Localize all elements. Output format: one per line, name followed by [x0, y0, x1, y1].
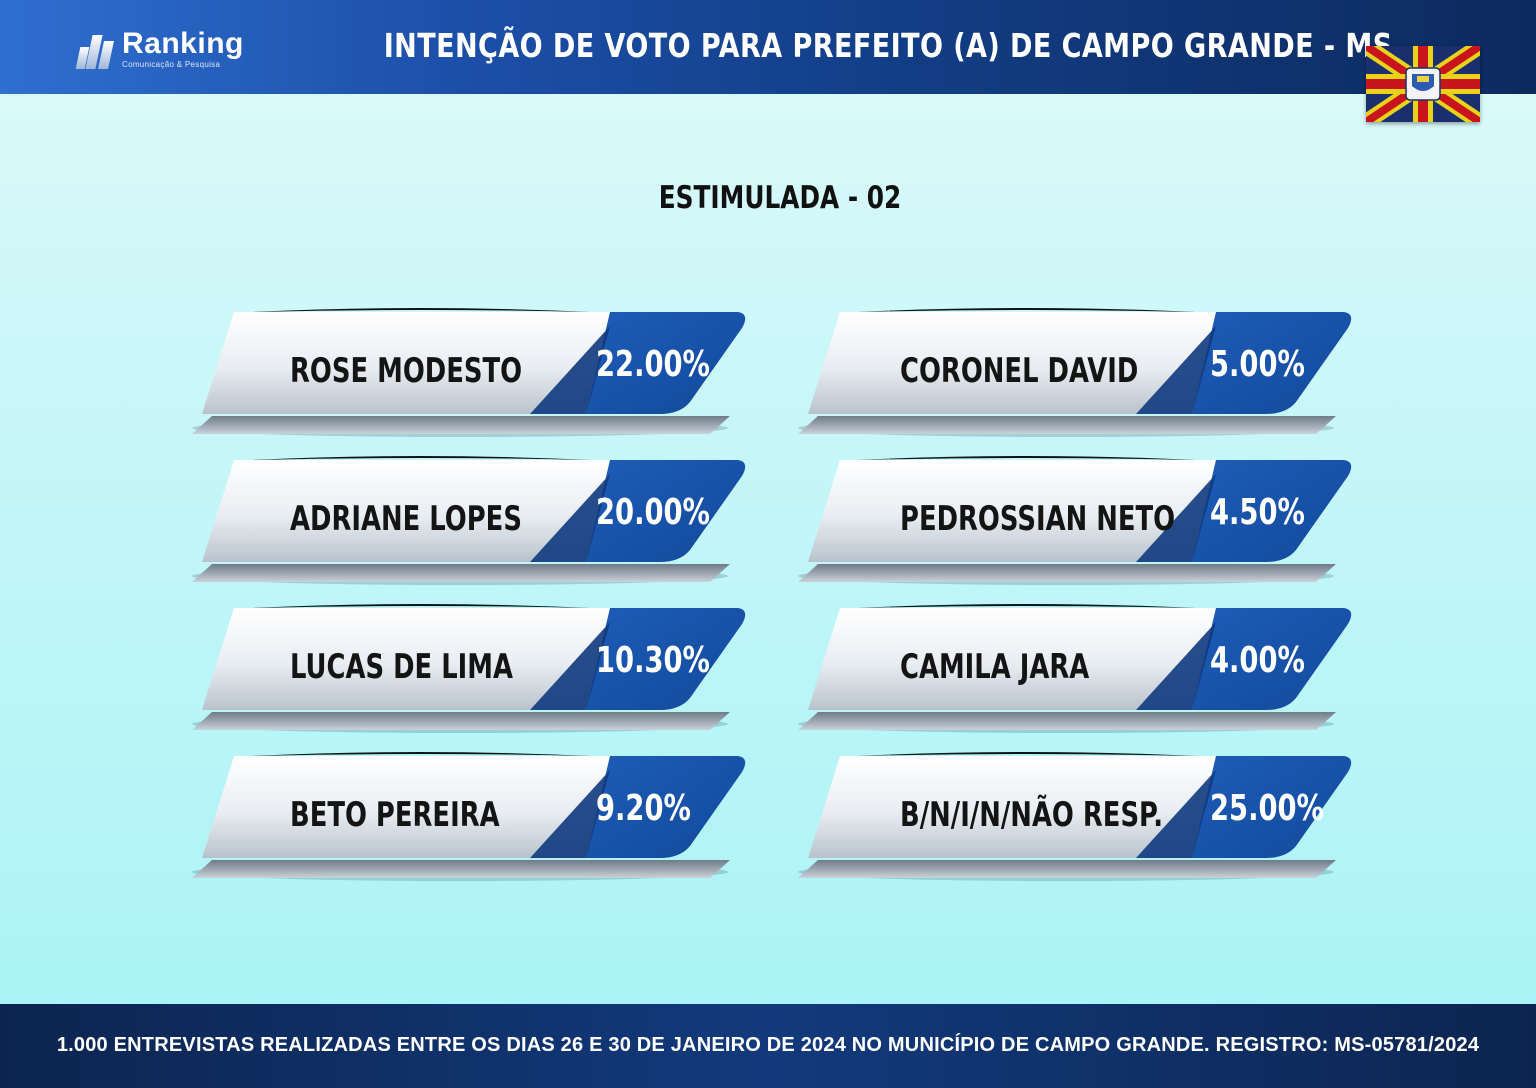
brand-tagline: Comunicação & Pesquisa: [122, 60, 221, 69]
candidate-name: CORONEL DAVID: [900, 351, 1139, 391]
result-row: BETO PEREIRA 9.20%: [190, 750, 760, 882]
result-row: CAMILA JARA 4.00%: [796, 602, 1366, 734]
candidate-name: LUCAS DE LIMA: [290, 647, 513, 687]
header-bar: Ranking Comunicação & Pesquisa INTENÇÃO …: [0, 0, 1536, 94]
candidate-name: PEDROSSIAN NETO: [900, 499, 1176, 539]
candidate-percentage: 22.00%: [596, 344, 710, 385]
brand-name: Ranking: [122, 27, 244, 60]
candidate-percentage: 9.20%: [596, 788, 691, 829]
page-title: INTENÇÃO DE VOTO PARA PREFEITO (A) DE CA…: [383, 26, 1393, 65]
candidate-percentage: 20.00%: [596, 492, 710, 533]
candidate-name: ROSE MODESTO: [290, 351, 523, 391]
ribbon-shape: [798, 752, 1352, 881]
ribbon-shape: [192, 308, 746, 437]
result-row: ADRIANE LOPES 20.00%: [190, 454, 760, 586]
candidate-percentage: 4.50%: [1210, 492, 1305, 533]
ribbon-shape: [192, 752, 746, 881]
candidate-name: ADRIANE LOPES: [290, 499, 522, 539]
ribbon-shape: [798, 604, 1352, 733]
candidate-percentage: 5.00%: [1210, 344, 1305, 385]
result-row: LUCAS DE LIMA 10.30%: [190, 602, 760, 734]
candidate-name: BETO PEREIRA: [290, 795, 500, 835]
candidate-name: B/N/I/N/NÃO RESP.: [900, 795, 1164, 835]
candidate-name: CAMILA JARA: [900, 647, 1090, 687]
result-row: ROSE MODESTO 22.00%: [190, 306, 760, 438]
chart-subtitle: ESTIMULADA - 02: [658, 180, 902, 216]
ribbon-shape: [192, 456, 746, 585]
campo-grande-flag-icon: [1366, 46, 1480, 122]
survey-note: 1.000 ENTREVISTAS REALIZADAS ENTRE OS DI…: [56, 1034, 1480, 1056]
candidate-percentage: 4.00%: [1210, 640, 1305, 681]
ribbon-shape: [798, 308, 1352, 437]
result-row: PEDROSSIAN NETO 4.50%: [796, 454, 1366, 586]
candidate-percentage: 10.30%: [596, 640, 710, 681]
candidate-percentage: 25.00%: [1210, 788, 1324, 829]
ranking-logo: Ranking Comunicação & Pesquisa: [74, 26, 244, 72]
footer-bar: 1.000 ENTREVISTAS REALIZADAS ENTRE OS DI…: [0, 1004, 1536, 1088]
result-row: CORONEL DAVID 5.00%: [796, 306, 1366, 438]
ribbon-shape: [798, 456, 1352, 585]
ribbon-shape: [192, 604, 746, 733]
result-row: B/N/I/N/NÃO RESP. 25.00%: [796, 750, 1366, 882]
buildings-icon: [74, 29, 120, 69]
